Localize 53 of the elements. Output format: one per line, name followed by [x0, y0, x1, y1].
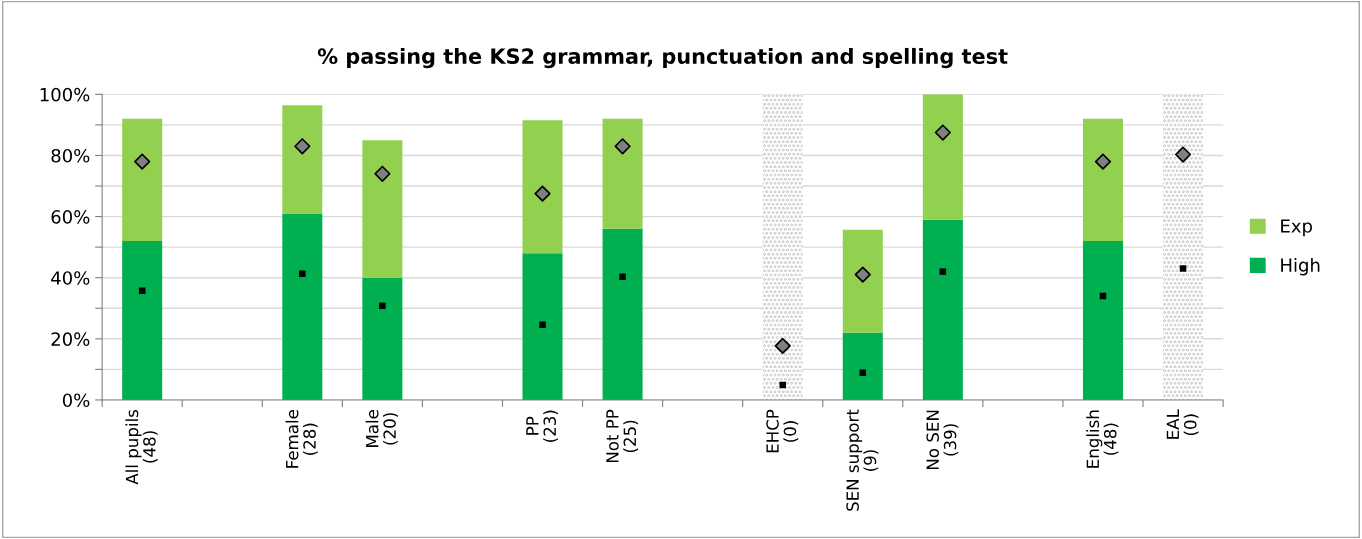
legend-label: High — [1281, 257, 1320, 276]
x-tick-label: All pupils (48) — [125, 409, 158, 485]
x-tick-label: Female (28) — [285, 409, 318, 468]
point — [1094, 153, 1112, 170]
bar — [282, 105, 323, 214]
point — [299, 270, 306, 277]
bar — [362, 277, 403, 400]
bar — [842, 229, 883, 333]
x-tick-label: EHCP (0) — [766, 409, 799, 453]
y-tick-label: 100% — [40, 87, 90, 102]
x-tick-label: No SEN (39) — [926, 410, 959, 470]
y-tick-label: 60% — [51, 210, 90, 224]
bar — [122, 241, 163, 400]
point — [859, 369, 867, 376]
x-tick-label: PP (23) — [526, 410, 559, 442]
point — [1174, 146, 1192, 163]
x-tick-label: English (48) — [1086, 410, 1119, 468]
x-tick-label: Not PP (25) — [606, 409, 639, 463]
y-tick-label: 40% — [51, 271, 90, 285]
y-tick-label: 0% — [62, 393, 90, 408]
bar — [362, 140, 403, 278]
point — [374, 165, 391, 182]
bar — [522, 253, 563, 400]
point — [854, 266, 871, 283]
bar — [602, 228, 643, 400]
x-tick-label: EAL (0) — [1166, 409, 1199, 439]
point — [774, 337, 791, 354]
x-tick-label: SEN support (9) — [846, 409, 879, 511]
bar — [922, 219, 963, 400]
point — [934, 124, 951, 141]
point — [134, 153, 151, 170]
legend-label: Exp — [1281, 219, 1312, 237]
x-tick-label: Male (20) — [365, 409, 398, 447]
point — [379, 302, 386, 310]
bar — [922, 94, 963, 220]
point — [619, 273, 626, 281]
point — [534, 185, 551, 202]
bar — [1082, 118, 1123, 242]
point — [1179, 265, 1187, 272]
bar — [282, 213, 323, 400]
y-tick-label: 80% — [51, 148, 90, 163]
point — [779, 381, 786, 389]
point — [294, 138, 311, 155]
bar — [1082, 241, 1123, 400]
chart-title: % passing the KS2 grammar, punctuation and spelling test — [317, 47, 1008, 69]
bar — [122, 118, 163, 242]
point — [939, 268, 947, 275]
bar — [522, 120, 563, 254]
point — [539, 321, 546, 329]
bar — [602, 118, 643, 229]
y-tick-label: 20% — [51, 332, 90, 346]
point — [614, 138, 631, 155]
bar — [842, 332, 883, 400]
